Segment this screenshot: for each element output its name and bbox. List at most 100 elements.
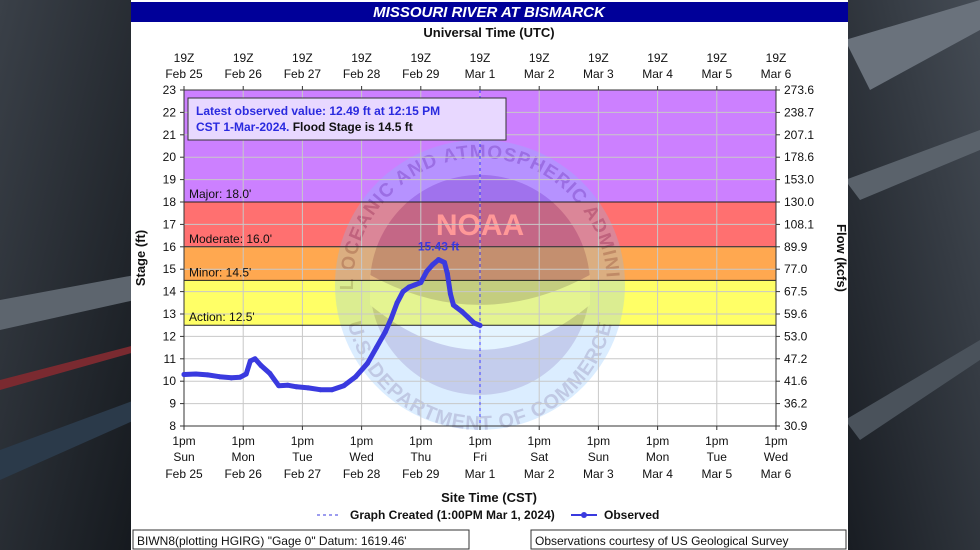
series-point-0-0 (181, 371, 187, 377)
y-right-tick-12: 178.6 (784, 150, 814, 164)
series-point-0-21 (382, 329, 388, 335)
x-bottom-tick-date-9: Mar 5 (701, 467, 732, 481)
series-point-0-28 (424, 268, 430, 274)
x-bottom-tick-day-7: Sun (588, 450, 609, 464)
y-left-tick-8: 16 (163, 240, 177, 254)
series-point-0-8 (252, 356, 258, 362)
x-bottom-tick-date-1: Feb 26 (225, 467, 263, 481)
x-bottom-tick-date-5: Mar 1 (465, 467, 496, 481)
x-top-tick-time-5: 19Z (470, 51, 491, 65)
x-top-tick-date-4: Feb 29 (402, 67, 440, 81)
y-right-tick-14: 238.7 (784, 105, 814, 119)
legend-observed-marker (581, 512, 587, 518)
series-point-0-22 (388, 315, 394, 321)
legend-created-label: Graph Created (1:00PM Mar 1, 2024) (350, 508, 555, 522)
series-point-0-37 (465, 314, 471, 320)
annotation-date: CST 1-Mar-2024. (196, 120, 293, 134)
series-point-0-20 (373, 345, 379, 351)
y-left-tick-4: 12 (163, 329, 177, 343)
peak-label: 15.43 ft (418, 240, 459, 254)
x-top-tick-time-1: 19Z (233, 51, 254, 65)
series-point-0-13 (293, 384, 299, 390)
y-right-tick-13: 207.1 (784, 128, 814, 142)
y-left-tick-13: 21 (163, 128, 177, 142)
x-bottom-tick-time-0: 1pm (172, 434, 195, 448)
y-right-tick-9: 108.1 (784, 217, 814, 231)
chart-title: MISSOURI RIVER AT BISMARCK (373, 4, 606, 21)
y-left-tick-6: 14 (163, 285, 177, 299)
x-bottom-tick-day-10: Wed (764, 450, 788, 464)
x-bottom-tick-date-10: Mar 6 (761, 467, 792, 481)
y-right-tick-4: 53.0 (784, 329, 808, 343)
y-right-tick-6: 67.5 (784, 285, 808, 299)
footer-left-box (132, 529, 470, 550)
x-top-tick-date-3: Feb 28 (343, 67, 381, 81)
y-right-tick-5: 59.6 (784, 307, 808, 321)
x-top-tick-date-0: Feb 25 (165, 67, 203, 81)
y-right-tick-0: 30.9 (784, 419, 808, 433)
series-point-0-30 (436, 257, 442, 263)
series-point-0-27 (418, 280, 424, 286)
series-point-0-9 (258, 363, 264, 369)
x-bottom-tick-day-5: Fri (473, 450, 487, 464)
x-top-tick-date-9: Mar 5 (701, 67, 732, 81)
x-bottom-tick-day-2: Tue (292, 450, 313, 464)
y-left-tick-3: 11 (164, 352, 177, 366)
series-point-0-11 (276, 383, 282, 389)
x-bottom-tick-day-6: Sat (530, 450, 549, 464)
series-point-0-29 (430, 262, 436, 268)
x-bottom-tick-date-2: Feb 27 (284, 467, 322, 481)
series-point-0-5 (237, 374, 243, 380)
top-axis-title: Universal Time (UTC) (423, 25, 554, 40)
y-left-tick-10: 18 (163, 195, 177, 209)
series-point-0-31 (441, 259, 447, 265)
x-bottom-tick-date-7: Mar 3 (583, 467, 614, 481)
title-bar (131, 2, 848, 22)
x-top-tick-date-6: Mar 2 (524, 67, 555, 81)
y-left-tick-12: 20 (163, 150, 177, 164)
footer-datum: BIWN8(plotting HGIRG) "Gage 0" Datum: 16… (137, 534, 407, 548)
series-point-0-26 (412, 282, 418, 288)
y-left-tick-14: 22 (163, 105, 177, 119)
series-point-0-33 (447, 291, 453, 297)
y-left-tick-11: 19 (163, 173, 177, 187)
x-bottom-tick-day-3: Wed (349, 450, 373, 464)
legend-observed-label: Observed (604, 508, 659, 522)
y-right-tick-7: 77.0 (784, 262, 808, 276)
series-point-0-18 (353, 374, 359, 380)
legend: Graph Created (1:00PM Mar 1, 2024) Obser… (317, 508, 659, 522)
y-axis-left-label: Stage (ft) (133, 230, 148, 286)
x-top-tick-time-10: 19Z (766, 51, 787, 65)
zone-label-1: Moderate: 16.0' (189, 232, 272, 246)
x-bottom-tick-date-3: Feb 28 (343, 467, 381, 481)
series-point-0-12 (285, 382, 291, 388)
hydrograph-chart: MISSOURI RIVER AT BISMARCK Universal Tim… (123, 0, 849, 550)
y-left-tick-9: 17 (163, 217, 177, 231)
series-point-0-10 (267, 370, 273, 376)
series-point-0-2 (205, 372, 211, 378)
y-left-tick-1: 9 (169, 397, 176, 411)
y-right-tick-1: 36.2 (784, 397, 808, 411)
x-top-tick-time-3: 19Z (351, 51, 372, 65)
y-right-tick-10: 130.0 (784, 195, 814, 209)
x-bottom-tick-time-8: 1pm (646, 434, 669, 448)
x-bottom-tick-date-4: Feb 29 (402, 467, 440, 481)
x-bottom-tick-date-8: Mar 4 (642, 467, 673, 481)
x-top-tick-date-10: Mar 6 (761, 67, 792, 81)
zone-label-3: Action: 12.5' (189, 310, 255, 324)
series-point-0-17 (341, 383, 347, 389)
annotation-flood-stage: Flood Stage is 14.5 ft (293, 120, 413, 134)
x-bottom-tick-day-0: Sun (173, 450, 194, 464)
bottom-axis-title: Site Time (CST) (441, 490, 537, 505)
footer-right-box (530, 529, 847, 550)
series-point-0-16 (329, 387, 335, 393)
annotation-line1: Latest observed value: 12.49 ft at 12:15… (196, 104, 440, 118)
series-point-0-14 (305, 385, 311, 391)
y-right-tick-3: 47.2 (784, 352, 808, 366)
series-point-0-35 (453, 304, 459, 310)
series-point-0-25 (406, 284, 412, 290)
y-right-tick-11: 153.0 (784, 173, 814, 187)
series-point-0-15 (317, 387, 323, 393)
y-right-tick-8: 89.9 (784, 240, 808, 254)
